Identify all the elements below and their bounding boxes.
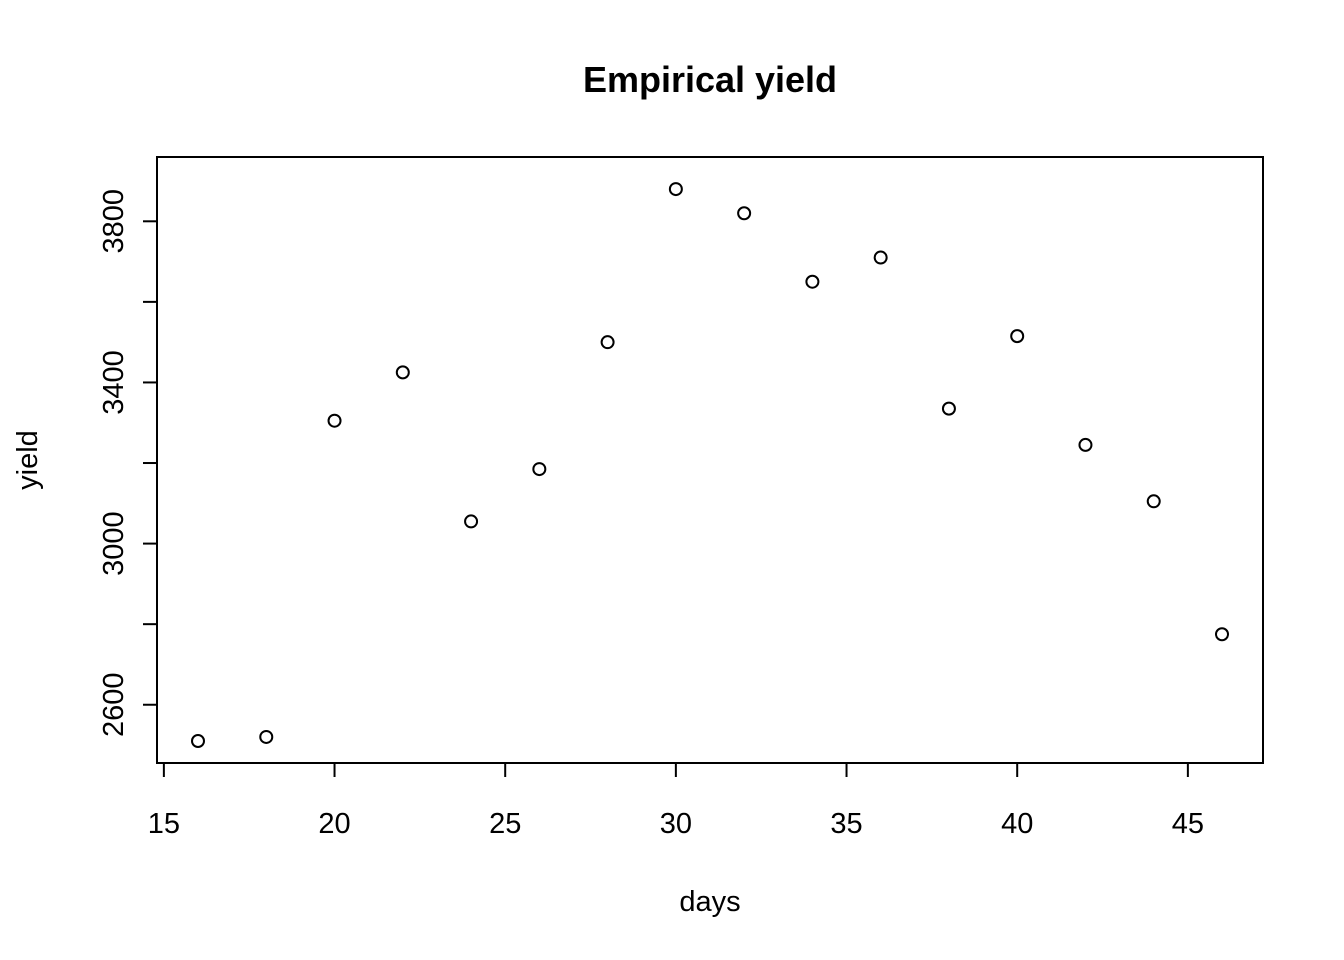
x-axis-label: days [679,886,740,918]
x-tick-label: 45 [1172,808,1204,840]
x-tick-label: 20 [318,808,350,840]
chart-title: Empirical yield [583,59,837,100]
y-tick-label: 3000 [98,511,130,576]
x-tick-label: 25 [489,808,521,840]
y-tick-label: 2600 [98,672,130,737]
data-point [737,206,752,221]
x-tick-label: 15 [148,808,180,840]
data-point [1215,627,1229,642]
data-point [327,413,342,428]
y-tick-label: 3800 [98,189,130,254]
x-tick-label: 30 [660,808,692,840]
data-point [259,729,274,744]
y-axis-label: yield [12,430,44,490]
x-tick-label: 35 [830,808,862,840]
data-point [668,182,683,197]
data-point [1078,437,1093,452]
data-point [532,462,547,477]
data-point [1146,494,1161,509]
y-axis: 2600 3000 3400 3800 [98,189,158,737]
data-point [600,335,615,350]
data-point [191,734,205,748]
data-point [464,514,479,529]
data-point [873,250,888,265]
data-points [191,182,1229,748]
data-point [1010,329,1025,344]
y-tick-label: 3400 [98,350,130,415]
x-tick-label: 40 [1001,808,1033,840]
x-axis: 15 20 25 30 35 40 45 [148,762,1204,840]
data-point [941,401,956,416]
data-point [395,365,410,380]
plot-frame [156,156,1264,764]
data-point [805,274,820,289]
